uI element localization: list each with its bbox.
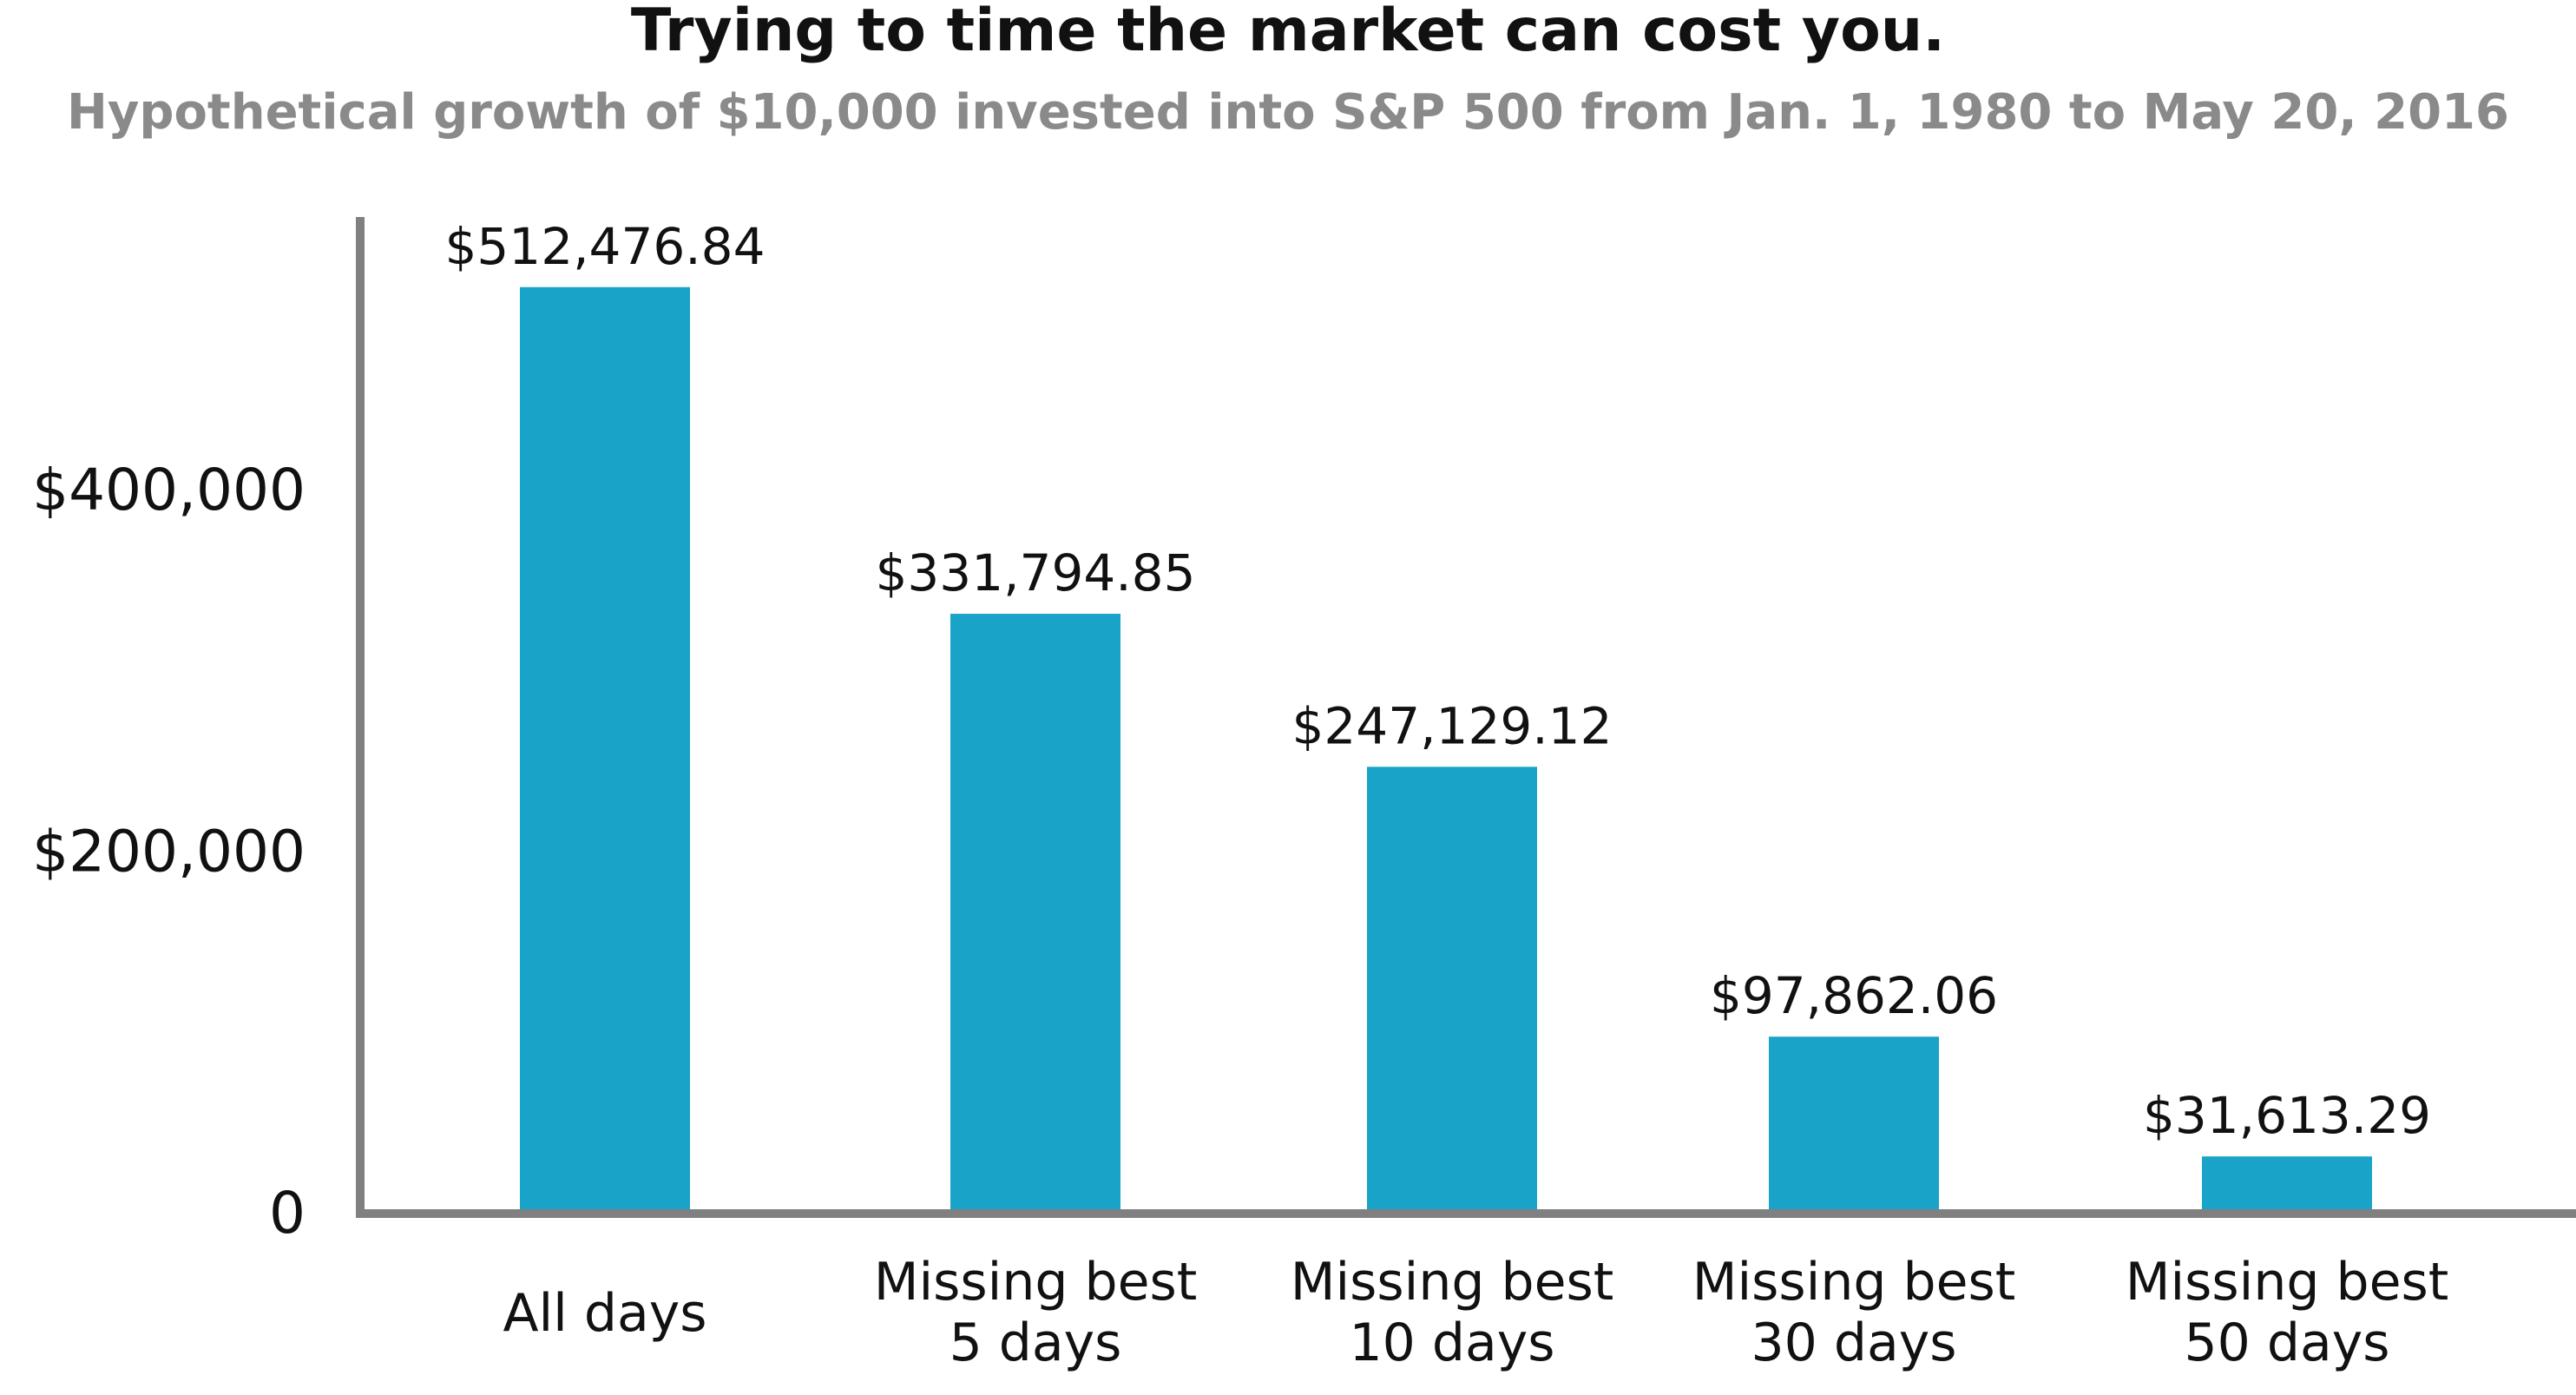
- category-label-1-line-1: 5 days: [950, 1313, 1122, 1373]
- y-axis-ticks: 0 $200,000 $400,000: [32, 457, 306, 1247]
- y-tick-label-0: 0: [269, 1180, 306, 1247]
- value-label-0: $512,476.84: [445, 217, 766, 276]
- bar-1: [950, 614, 1120, 1214]
- chart-title: Trying to time the market can cost you.: [631, 0, 1945, 65]
- bar-2: [1367, 767, 1537, 1214]
- category-label-4-line-1: 50 days: [2184, 1313, 2389, 1373]
- y-tick-label-400000: $400,000: [32, 457, 306, 523]
- category-label-0: All days: [503, 1283, 706, 1344]
- category-label-3: Missing best 30 days: [1692, 1252, 2016, 1373]
- category-label-3-line-0: Missing best: [1692, 1252, 2016, 1313]
- category-label-4-line-0: Missing best: [2126, 1252, 2449, 1313]
- value-label-2: $247,129.12: [1292, 696, 1613, 755]
- category-label-1: Missing best 5 days: [874, 1252, 1198, 1373]
- value-label-3: $97,862.06: [1710, 966, 1998, 1025]
- category-label-2: Missing best 10 days: [1291, 1252, 1614, 1373]
- bar-4: [2202, 1156, 2372, 1214]
- value-label-4: $31,613.29: [2143, 1086, 2431, 1145]
- value-label-1: $331,794.85: [876, 543, 1196, 602]
- category-label-0-line-0: All days: [503, 1283, 706, 1344]
- category-label-2-line-0: Missing best: [1291, 1252, 1614, 1313]
- category-label-2-line-1: 10 days: [1349, 1313, 1554, 1373]
- bar-0: [520, 286, 690, 1214]
- category-label-4: Missing best 50 days: [2126, 1252, 2449, 1373]
- bars: [520, 286, 2372, 1214]
- bar-3: [1769, 1036, 1939, 1214]
- value-labels: $512,476.84 $331,794.85 $247,129.12 $97,862…: [445, 217, 2432, 1145]
- y-tick-label-200000: $200,000: [32, 819, 306, 885]
- category-label-1-line-0: Missing best: [874, 1252, 1198, 1313]
- category-label-3-line-1: 30 days: [1751, 1313, 1956, 1373]
- chart-subtitle: Hypothetical growth of $10,000 invested …: [67, 84, 2509, 141]
